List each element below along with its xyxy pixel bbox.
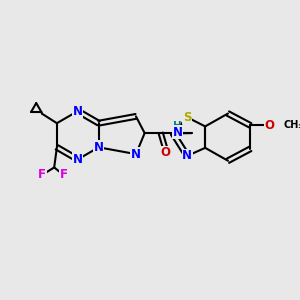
Text: F: F [60,168,68,182]
Text: F: F [38,168,46,182]
Text: N: N [172,126,183,139]
Text: O: O [265,119,275,132]
Text: N: N [94,141,104,154]
Text: H: H [173,121,182,131]
Text: CH₃: CH₃ [283,120,300,130]
Text: S: S [183,111,191,124]
Text: O: O [160,146,171,160]
Text: N: N [182,149,192,162]
Text: N: N [131,148,141,160]
Text: N: N [73,153,83,166]
Text: N: N [73,105,83,118]
